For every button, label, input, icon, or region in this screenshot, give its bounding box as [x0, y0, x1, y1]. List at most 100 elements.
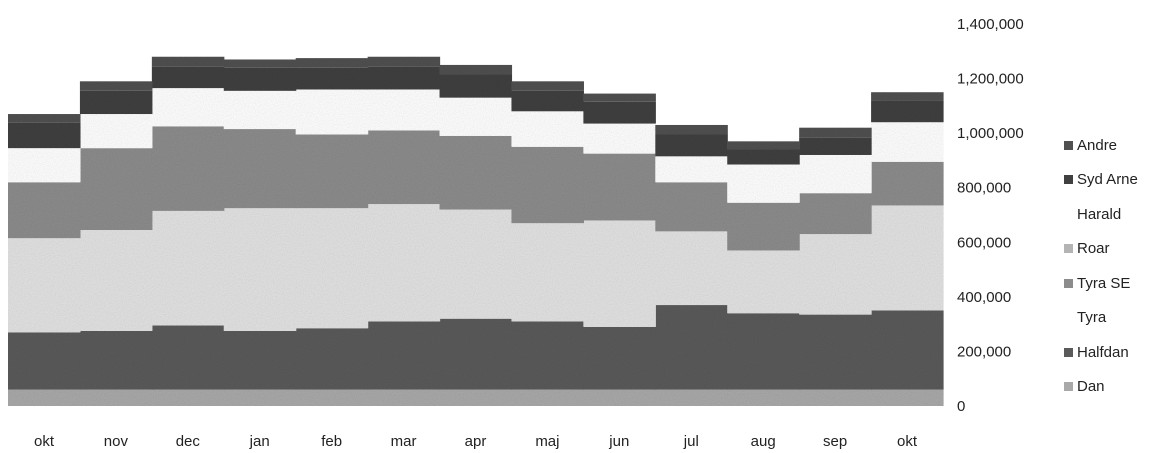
bar-segment: [583, 123, 656, 154]
bar-segment: [367, 389, 441, 406]
bar-segment: [295, 328, 369, 390]
series-tyra-se: [8, 126, 944, 251]
bar-segment: [871, 161, 944, 206]
legend-item: Tyra: [1064, 307, 1106, 329]
bar-segment: [367, 130, 441, 205]
bar-segment: [727, 164, 800, 203]
bar-segment: [151, 56, 225, 67]
legend-item: Syd Arne: [1064, 169, 1138, 191]
series-tyra: [8, 204, 944, 333]
bar-segment: [439, 97, 513, 136]
series-halfdan: [8, 305, 944, 390]
bar-segment: [223, 389, 297, 406]
bar-segment: [439, 318, 513, 390]
bar-segment: [727, 250, 800, 314]
x-tick-label: apr: [465, 433, 487, 450]
legend-label: Tyra SE: [1077, 274, 1131, 292]
legend-item: Halfdan: [1064, 341, 1129, 363]
bar-segment: [223, 208, 297, 331]
bar-segment: [79, 389, 153, 406]
bar-segment: [223, 67, 297, 91]
bar-segment: [655, 182, 728, 232]
bar-segment: [799, 127, 872, 138]
series-dan: [8, 389, 944, 406]
bar-segment: [439, 64, 513, 75]
bar-segment: [583, 101, 656, 124]
bar-segment: [8, 148, 81, 183]
bar-segment: [223, 59, 297, 68]
bar-segment: [799, 154, 872, 194]
legend-label: Harald: [1077, 205, 1122, 223]
bar-segment: [583, 220, 656, 327]
bar-segment: [367, 89, 441, 131]
bar-segment: [511, 146, 584, 224]
bar-segment: [727, 149, 800, 165]
bar-segment: [511, 90, 584, 112]
bar-segment: [727, 202, 800, 251]
bar-segment: [8, 114, 81, 123]
legend-swatch: [1064, 140, 1073, 150]
bar-segment: [223, 330, 297, 390]
bar-segment: [8, 182, 81, 239]
y-tick-label: 400,000: [957, 289, 1011, 306]
x-axis: okt nov dec jan feb mar apr maj jun jul aug sep okt: [34, 433, 918, 450]
bar-segment: [799, 389, 872, 406]
bar-segment: [439, 389, 513, 406]
x-tick-label: jan: [249, 433, 270, 450]
y-tick-label: 0: [957, 398, 965, 415]
bar-segment: [295, 134, 369, 209]
bar-segment: [655, 305, 728, 390]
bar-segment: [799, 193, 872, 235]
bar-segment: [799, 137, 872, 155]
legend-label: Andre: [1077, 136, 1118, 154]
legend-swatch: [1064, 278, 1073, 288]
x-tick-label: dec: [176, 433, 201, 450]
bar-segment: [439, 74, 513, 98]
legend-swatch: [1064, 382, 1073, 391]
bar-segment: [151, 88, 225, 127]
legend-label: Syd Arne: [1077, 171, 1138, 188]
bar-segment: [583, 326, 656, 390]
bar-segment: [223, 129, 297, 209]
bar-segment: [871, 310, 944, 390]
legend-label: Tyra: [1077, 309, 1107, 326]
bar-segment: [655, 134, 728, 157]
bar-segment: [151, 126, 225, 211]
bar-segment: [151, 389, 225, 406]
x-tick-label: feb: [321, 433, 342, 450]
y-tick-label: 1,200,000: [957, 71, 1024, 88]
bar-segment: [439, 135, 513, 210]
plot-area: [8, 56, 944, 406]
bar-segment: [727, 141, 800, 150]
bar-segment: [727, 313, 800, 390]
bar-segment: [871, 122, 944, 162]
bar-segment: [655, 124, 728, 135]
bar-segment: [79, 230, 153, 331]
legend-item: Harald: [1064, 203, 1121, 225]
bar-segment: [367, 56, 441, 67]
bar-segment: [511, 111, 584, 147]
legend-swatch: [1064, 244, 1073, 253]
bar-segment: [367, 66, 441, 90]
bar-segment: [871, 100, 944, 123]
legend-label: Roar: [1077, 240, 1110, 257]
y-axis: 0 200,000 400,000 600,000 800,000 1,000,000 1,…: [957, 16, 1024, 415]
legend-label: Halfdan: [1077, 343, 1129, 361]
x-tick-label: sep: [823, 433, 847, 450]
bar-segment: [79, 148, 153, 231]
y-tick-label: 200,000: [957, 343, 1011, 360]
legend-swatch: [1064, 347, 1073, 357]
bar-segment: [295, 389, 369, 406]
bar-segment: [8, 389, 81, 406]
y-tick-label: 1,400,000: [957, 16, 1024, 33]
bar-segment: [727, 389, 800, 406]
bar-segment: [439, 209, 513, 319]
series-syd-arne: [8, 66, 944, 165]
bar-segment: [151, 325, 225, 390]
bar-segment: [79, 81, 153, 91]
x-tick-label: jul: [683, 433, 699, 450]
bar-segment: [8, 238, 81, 333]
bar-segment: [223, 90, 297, 130]
x-tick-label: okt: [34, 433, 55, 450]
